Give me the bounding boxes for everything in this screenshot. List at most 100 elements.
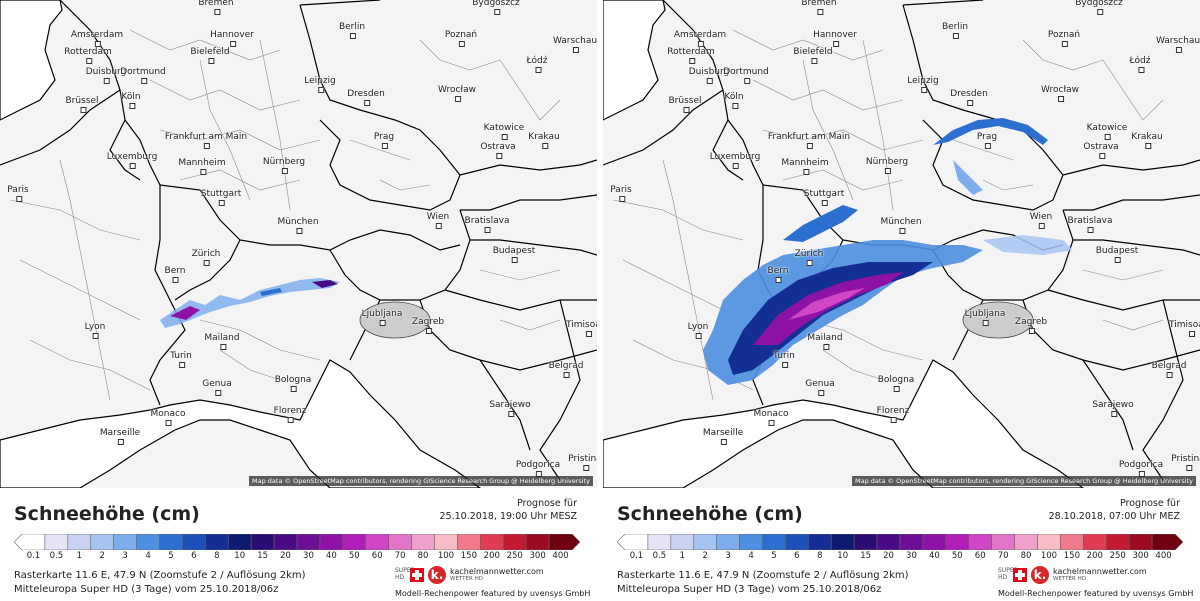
colorbar-tick: 100 (437, 551, 455, 561)
map-area[interactable]: Bremen Bydgoszcz Amsterdam Hannover Berlin Po… (603, 0, 1200, 488)
colorbar-segment (480, 534, 504, 550)
city-label: Turin (170, 351, 192, 368)
city-label: Genua (202, 379, 232, 396)
colorbar-tick: 400 (1155, 551, 1172, 561)
colorbar-tick: 20 (883, 551, 894, 561)
city-label: Mailand (204, 333, 240, 350)
city-label: Mannheim (178, 158, 226, 175)
city-label: Bydgoszcz (472, 0, 520, 15)
map-attribution: Map data © OpenStreetMap contributors, r… (249, 476, 593, 486)
map-panel-right: Bremen Bydgoszcz Amsterdam Hannover Berlin Po… (603, 0, 1200, 601)
city-label: Dortmund (120, 67, 166, 84)
colorbar-tick: 50 (951, 551, 963, 561)
super-hd-icon: SUPER HD (395, 567, 415, 581)
city-label: Amsterdam (70, 30, 124, 47)
city-label: Mailand (807, 333, 843, 350)
city-label: Monaco (150, 409, 186, 426)
city-label: Bern (164, 266, 186, 283)
colorbar-segment (968, 534, 992, 550)
legend: Schneehöhe (cm) Prognose für 25.10.2018,… (0, 488, 597, 601)
city-label: Poznań (444, 30, 478, 47)
city-label: Zürich (191, 249, 221, 266)
colorbar-tick: 60 (371, 551, 383, 561)
legend: Schneehöhe (cm) Prognose für 28.10.2018,… (603, 488, 1200, 601)
colorbar-segment (830, 534, 855, 550)
legend-title: Schneehöhe (cm) (14, 503, 200, 525)
colorbar-segment (67, 534, 92, 550)
colorbar-segment (670, 534, 695, 550)
colorbar-tick: 15 (860, 551, 872, 561)
colorbar-segment (716, 534, 740, 550)
city-label: Wrocław (1041, 85, 1079, 102)
city-label: Florenz (273, 406, 307, 423)
city-label: Poznań (1047, 30, 1081, 47)
city-label: Luxemburg (106, 152, 158, 169)
city-label: Brüssel (65, 96, 99, 113)
colorbar-tick: 250 (506, 551, 523, 561)
colorbar-tick: 2 (702, 551, 708, 561)
brand-block[interactable]: SUPER HD k. kachelmannwetter.com WETTER … (395, 566, 595, 600)
colorbar-segment (1037, 534, 1061, 550)
colorbar-segment (525, 534, 550, 550)
colorbar-tick: 100 (1040, 551, 1058, 561)
colorbar-segment (457, 534, 481, 550)
city-label: Podgorica (515, 460, 561, 477)
colorbar-tick: 30 (906, 551, 917, 561)
colorbar-tick: 80 (1020, 551, 1032, 561)
colorbar-tick: 5 (168, 551, 174, 561)
city-label: Paris (7, 185, 29, 202)
city-label: Timisoara (1169, 320, 1200, 337)
city-label: Luxemburg (709, 152, 761, 169)
colorbar-segment (617, 534, 649, 550)
city-label: Bremen (801, 0, 837, 15)
colorbar-segment (250, 534, 275, 550)
city-label: Sarajewo (1092, 400, 1134, 417)
city-label: Katowice (1086, 123, 1128, 140)
model-info: Mitteleuropa Super HD (3 Tage) vom 25.10… (14, 584, 279, 595)
city-label: Lyon (687, 322, 709, 339)
colorbar-segment (44, 534, 69, 550)
colorbar-segment (991, 534, 1015, 550)
city-label: Krakau (528, 132, 560, 149)
brand-name[interactable]: kachelmannwetter.com (450, 567, 544, 576)
city-label: Paris (610, 185, 632, 202)
brand-name[interactable]: kachelmannwetter.com (1053, 567, 1147, 576)
colorbar-tick: 70 (997, 551, 1009, 561)
city-label: Budapest (1095, 246, 1139, 263)
city-label: Frankfurt am Main (767, 132, 851, 149)
colorbar-tick: 0.1 (26, 551, 41, 561)
colorbar-tick: 3 (122, 551, 128, 561)
model-info: Mitteleuropa Super HD (3 Tage) vom 25.10… (617, 584, 882, 595)
colorbar-segment (853, 534, 878, 550)
city-label: Bydgoszcz (1075, 0, 1123, 15)
colorbar-segment (182, 534, 206, 550)
map-attribution: Map data © OpenStreetMap contributors, r… (852, 476, 1196, 486)
city-label: Timisoara (566, 320, 597, 337)
colorbar-tick: 200 (1086, 551, 1103, 561)
city-label: Frankfurt am Main (164, 132, 248, 149)
legend-title: Schneehöhe (cm) (617, 503, 803, 525)
colorbar-tick: 30 (303, 551, 314, 561)
city-label: Rotterdam (667, 47, 715, 64)
colorbar (617, 534, 1183, 550)
map-area[interactable]: Bremen Bydgoszcz Amsterdam Hannover Berlin Po… (0, 0, 598, 488)
colorbar-tick: 60 (974, 551, 986, 561)
city-label: Duisburg (688, 67, 730, 84)
map-background (603, 0, 1200, 488)
colorbar-segment (14, 534, 46, 550)
colorbar-tick: 70 (394, 551, 406, 561)
colorbar-tick: 6 (191, 551, 197, 561)
city-label: Zagreb (1014, 317, 1048, 334)
colorbar-segment (502, 534, 527, 550)
city-label: Warschau (552, 36, 598, 53)
brand-block[interactable]: SUPER HD k. kachelmannwetter.com WETTER … (998, 566, 1198, 600)
city-label: Berlin (338, 22, 366, 39)
colorbar-segment (808, 534, 832, 550)
raster-info: Rasterkarte 11.6 E, 47.9 N (Zoomstufe 2 … (14, 570, 306, 581)
colorbar-segment (785, 534, 809, 550)
colorbar-segment (762, 534, 786, 550)
colorbar-segment (922, 534, 947, 550)
city-label: Wien (1029, 212, 1053, 229)
city-label: Bremen (198, 0, 234, 15)
city-label: Bologna (877, 375, 915, 392)
